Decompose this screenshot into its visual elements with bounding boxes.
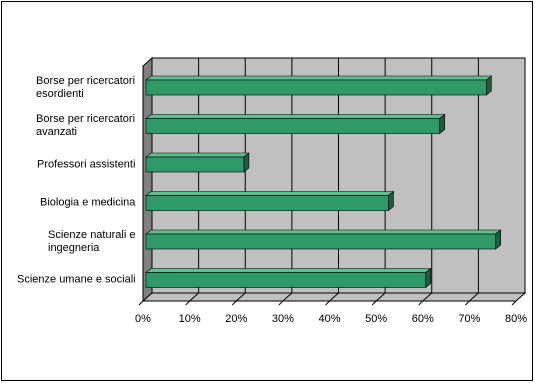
bar-front-face	[145, 272, 427, 288]
x-tick-label: 0%	[135, 313, 151, 325]
floor-gridline	[329, 292, 339, 302]
x-tick-label: 20%	[225, 313, 247, 325]
floor-gridline	[422, 292, 433, 302]
bar-top-face	[145, 191, 395, 196]
bar-front-face	[145, 233, 496, 250]
y-category-label: Biologia e medicina	[40, 196, 136, 209]
bar	[145, 152, 250, 173]
floor-gridline	[189, 292, 199, 302]
x-tick-label: 30%	[272, 313, 294, 325]
x-tick-mark	[371, 300, 377, 306]
x-tick-label: 70%	[458, 313, 480, 325]
x-tick-mark	[325, 300, 330, 306]
bar-top-face	[145, 229, 502, 235]
bar	[145, 113, 446, 135]
x-tick-mark	[231, 300, 237, 306]
y-category-label: Professori assistenti	[37, 158, 136, 170]
bar-front-face	[145, 79, 487, 96]
floor-gridline	[282, 292, 293, 302]
x-tick-label: 50%	[365, 313, 387, 325]
floor-gridline	[235, 292, 246, 302]
x-tick-mark	[511, 300, 517, 306]
x-tick-mark	[185, 300, 190, 306]
bar-top-face	[145, 75, 493, 81]
y-category-label: Scienze umane e sociali	[17, 273, 136, 286]
x-tick-label: 60%	[412, 313, 434, 325]
bar	[145, 267, 432, 289]
x-tick-mark	[278, 300, 284, 306]
x-tick-mark	[418, 300, 424, 306]
x-tick-label: 80%	[505, 313, 527, 325]
y-category-label: Scienze naturali e ingegneria	[48, 228, 136, 254]
bar-top-face	[145, 152, 250, 158]
bar-top-face	[145, 268, 432, 273]
x-tick-label: 40%	[318, 313, 340, 325]
x-tick-label: 10%	[179, 313, 201, 325]
bar	[145, 75, 493, 96]
x-tick-mark	[465, 300, 470, 306]
floor-gridline	[375, 292, 386, 302]
y-category-label: Borse per ricercatori avanzati	[36, 113, 136, 138]
x-tick-mark	[138, 300, 144, 306]
y-category-label: Borse per ricercatori esordienti	[36, 74, 136, 100]
bar-front-face	[145, 118, 441, 134]
bar-top-face	[145, 114, 446, 119]
bar	[145, 190, 395, 212]
bar-front-face	[145, 195, 389, 211]
bar-front-face	[145, 156, 245, 173]
floor-gridline	[469, 292, 479, 302]
bar	[145, 229, 502, 250]
